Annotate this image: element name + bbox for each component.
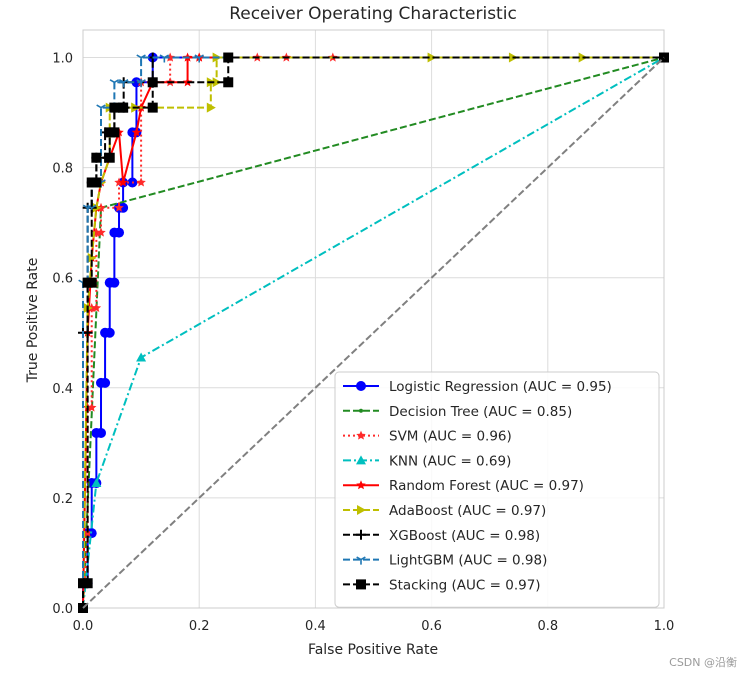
series-line: [82, 56, 665, 609]
x-tick-label: 0.2: [189, 619, 210, 634]
x-tick-label: 0.4: [305, 619, 326, 634]
legend-entry: Stacking (AUC = 0.97): [343, 577, 541, 593]
data-point: [82, 528, 93, 538]
grid-lines: [82, 30, 665, 609]
legend-marker: [359, 408, 363, 413]
legend-marker: [356, 480, 366, 490]
data-point: [118, 177, 128, 187]
legend: Logistic Regression (AUC = 0.95) Decision…: [334, 371, 660, 608]
x-tick-label: 1.0: [654, 619, 675, 634]
y-tick-label: 0.4: [52, 382, 73, 397]
legend-label: Stacking (AUC = 0.97): [389, 577, 541, 593]
data-point: [147, 102, 158, 113]
legend-marker: [356, 430, 366, 440]
legend-entry: XGBoost (AUC = 0.98): [343, 528, 540, 544]
y-axis-label: True Positive Rate: [25, 258, 41, 384]
x-axis-label: False Positive Rate: [308, 642, 438, 658]
legend-marker: [356, 529, 366, 540]
data-point: [86, 277, 97, 288]
data-point: [109, 102, 120, 113]
data-point: [104, 327, 115, 338]
series-9: [82, 56, 665, 609]
series-line: [82, 56, 664, 608]
data-point: [91, 152, 102, 163]
legend-entry: SVM (AUC = 0.96): [343, 429, 512, 445]
data-point: [104, 152, 115, 163]
data-point: [136, 54, 146, 63]
x-tick-label: 0.8: [537, 619, 558, 634]
legend-entry: AdaBoost (AUC = 0.97): [343, 503, 546, 519]
x-tick-label: 0.0: [73, 619, 94, 634]
data-point: [114, 202, 124, 212]
legend-label: LightGBM (AUC = 0.98): [389, 553, 547, 569]
data-point: [223, 52, 234, 63]
data-point: [223, 77, 234, 88]
legend-entry: Decision Tree (AUC = 0.85): [343, 404, 572, 420]
axes: 0.0 0.2 0.4 0.6 0.8 1.0 0.0 0.2 0.4 0.6 0.8 1.0: [52, 29, 675, 634]
data-point: [109, 127, 120, 138]
legend-marker: [356, 381, 366, 391]
chart-title: Receiver Operating Characteristic: [229, 4, 517, 24]
data-point: [136, 352, 147, 362]
legend-label: KNN (AUC = 0.69): [389, 453, 511, 469]
data-point: [131, 127, 142, 137]
data-point: [427, 52, 437, 63]
data-point: [212, 77, 222, 88]
data-point: [136, 79, 146, 88]
data-point: [109, 79, 120, 88]
data-point: [82, 578, 93, 589]
series-layer: [78, 52, 669, 613]
legend-box: [334, 371, 660, 608]
data-point: [86, 402, 97, 412]
legend-label: Logistic Regression (AUC = 0.95): [389, 379, 612, 395]
data-point: [109, 277, 120, 288]
y-tick-label: 1.0: [52, 52, 73, 67]
legend-marker: [356, 579, 366, 590]
legend-entry: KNN (AUC = 0.69): [343, 453, 511, 469]
plot-frame: [82, 29, 665, 609]
y-tick-label: 0.0: [52, 602, 73, 617]
legend-entry: LightGBM (AUC = 0.98): [343, 553, 547, 569]
data-point: [147, 77, 158, 88]
legend-label: Random Forest (AUC = 0.97): [389, 478, 584, 494]
watermark: CSDN @沿衡: [669, 656, 737, 669]
y-tick-label: 0.2: [52, 492, 73, 507]
legend-marker: [357, 505, 366, 515]
data-point: [165, 52, 175, 62]
legend-label: AdaBoost (AUC = 0.97): [389, 503, 546, 519]
data-point: [136, 177, 146, 187]
data-point: [194, 54, 204, 63]
data-point: [91, 177, 102, 188]
legend-marker: [356, 556, 366, 565]
data-point: [118, 102, 129, 113]
data-point: [91, 478, 102, 488]
data-point: [159, 54, 170, 63]
y-tick-label: 0.8: [52, 162, 73, 177]
data-point: [118, 79, 129, 88]
series-7: [78, 54, 669, 613]
data-point: [100, 377, 111, 388]
data-point: [96, 227, 106, 237]
legend-label: SVM (AUC = 0.96): [389, 429, 512, 445]
series-line: [82, 56, 665, 609]
legend-entry: Logistic Regression (AUC = 0.95): [343, 379, 612, 395]
series-line: [82, 56, 664, 609]
x-tick-label: 0.6: [421, 619, 442, 634]
data-point: [206, 102, 216, 113]
data-point: [91, 302, 102, 313]
legend-marker: [356, 455, 366, 465]
data-point: [114, 227, 125, 238]
legend-entry: Random Forest (AUC = 0.97): [343, 478, 584, 494]
legend-label: XGBoost (AUC = 0.98): [389, 528, 540, 544]
data-point: [96, 104, 106, 113]
y-tick-label: 0.6: [52, 272, 73, 287]
data-point: [96, 427, 107, 438]
legend-label: Decision Tree (AUC = 0.85): [389, 404, 572, 420]
data-point: [87, 252, 97, 263]
